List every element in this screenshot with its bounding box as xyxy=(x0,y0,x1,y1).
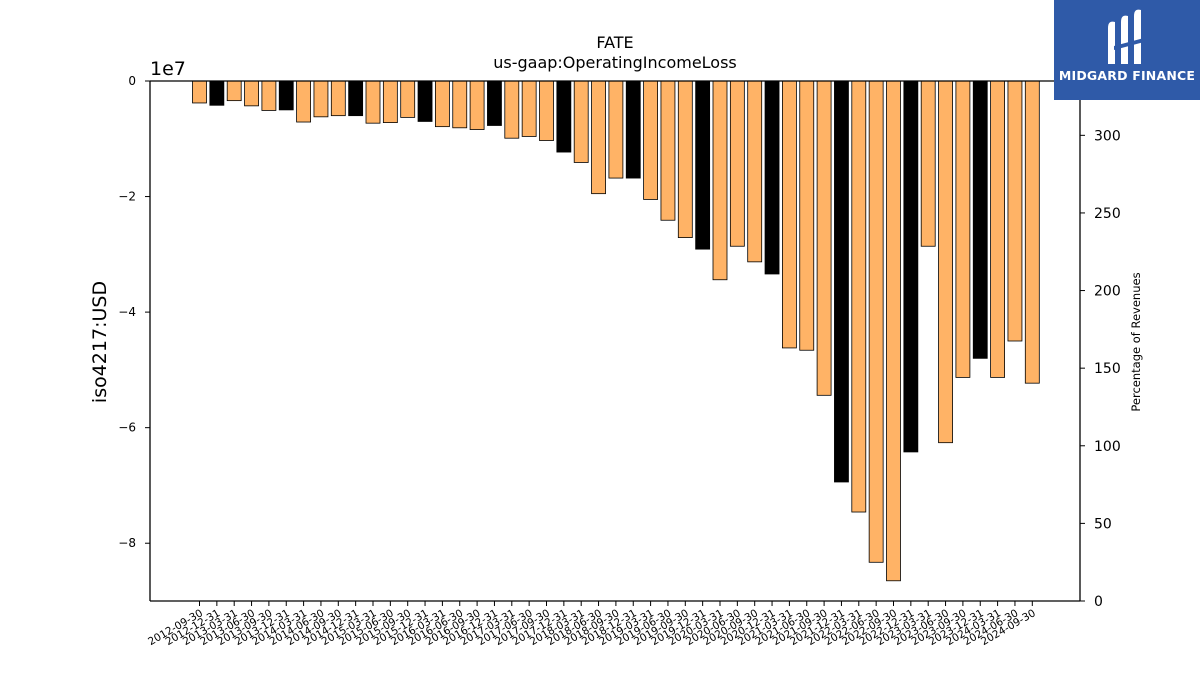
bar xyxy=(851,80,867,513)
chart-title: FATE xyxy=(596,33,633,52)
bar xyxy=(955,80,971,378)
bar xyxy=(348,80,364,117)
bar xyxy=(382,80,398,123)
secondary-y-axis-label: Percentage of Revenues xyxy=(1129,272,1143,411)
y-tick-label: −4 xyxy=(118,305,136,319)
bar xyxy=(903,80,919,453)
bar xyxy=(764,80,780,275)
bar xyxy=(1007,80,1023,342)
bar xyxy=(452,80,468,129)
bar xyxy=(296,80,312,123)
bar xyxy=(539,80,554,141)
logo: MIDGARD FINANCE xyxy=(1054,0,1200,100)
y-tick-label: −8 xyxy=(118,536,136,550)
bar xyxy=(313,80,329,118)
bar xyxy=(990,80,1005,378)
midgard-logo-icon xyxy=(1108,9,1144,65)
bar xyxy=(244,80,259,107)
bar xyxy=(504,80,520,139)
bar xyxy=(677,80,693,238)
bar xyxy=(434,80,450,128)
bar xyxy=(660,80,676,221)
bar xyxy=(192,80,207,104)
bar xyxy=(1024,80,1040,384)
y-axis-label: iso4217:USD xyxy=(89,281,111,403)
bar xyxy=(400,80,416,118)
y-tick-label: −2 xyxy=(118,190,136,204)
bar xyxy=(487,80,502,126)
bar-series xyxy=(192,80,1040,582)
bar xyxy=(591,80,606,195)
bar xyxy=(972,80,988,359)
y-axis-offset-text: 1e7 xyxy=(150,58,186,80)
bar xyxy=(938,80,953,444)
bar xyxy=(556,80,572,153)
bar xyxy=(643,80,658,200)
bar xyxy=(521,80,537,137)
bar xyxy=(816,80,832,396)
bar xyxy=(625,80,641,179)
bar xyxy=(469,80,485,130)
bar xyxy=(278,80,294,111)
bar xyxy=(729,80,745,247)
bar xyxy=(330,80,346,117)
y2-tick-label: 250 xyxy=(1094,206,1121,222)
axes: 0−2−4−6−80501001502002503002012-09-30201… xyxy=(118,74,1120,648)
y2-tick-label: 200 xyxy=(1094,284,1121,300)
bar xyxy=(868,80,884,563)
bar xyxy=(365,80,381,124)
bar xyxy=(712,80,728,281)
y2-tick-label: 50 xyxy=(1094,516,1112,532)
bar xyxy=(747,80,763,263)
bar xyxy=(573,80,589,163)
y2-tick-label: 0 xyxy=(1094,594,1103,610)
bar xyxy=(209,80,225,106)
y-tick-label: 0 xyxy=(128,74,136,88)
bar xyxy=(417,80,433,122)
y2-tick-label: 300 xyxy=(1094,128,1121,144)
bar xyxy=(799,80,815,351)
bar xyxy=(920,80,936,247)
bar xyxy=(782,80,797,349)
bar xyxy=(886,80,901,582)
bar xyxy=(261,80,277,111)
bar xyxy=(834,80,849,483)
bar xyxy=(226,80,242,102)
y-tick-label: −6 xyxy=(118,421,136,435)
bar xyxy=(695,80,711,250)
bar xyxy=(608,80,624,179)
logo-name: MIDGARD FINANCE xyxy=(1058,68,1196,83)
y2-tick-label: 150 xyxy=(1094,361,1121,377)
chart-subtitle: us-gaap:OperatingIncomeLoss xyxy=(493,53,737,72)
y2-tick-label: 100 xyxy=(1094,439,1121,455)
